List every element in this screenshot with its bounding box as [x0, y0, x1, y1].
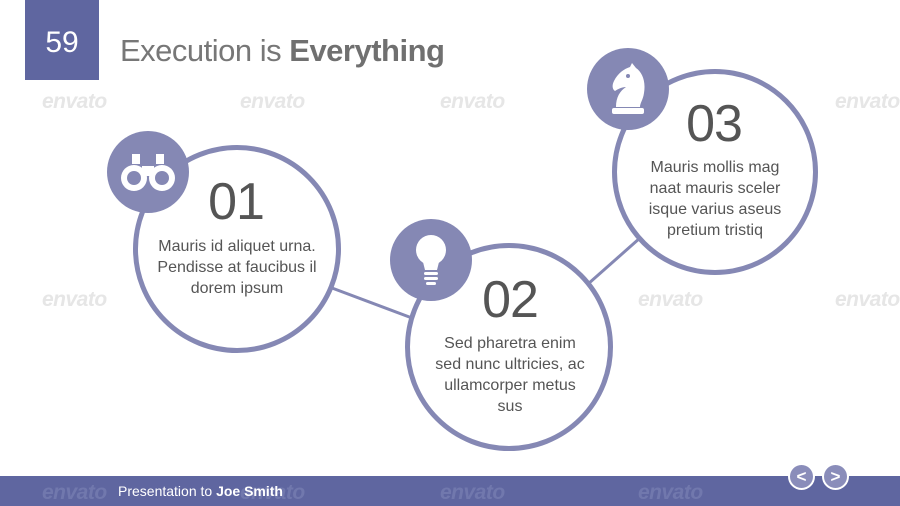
- watermark: envato: [440, 90, 505, 113]
- watermark: envato: [240, 90, 305, 113]
- watermark: envato: [42, 481, 107, 504]
- watermark: envato: [42, 288, 107, 311]
- step-text: Sed pharetra enim sed nunc ultricies, ac…: [435, 335, 585, 415]
- slide-title: Execution is Everything: [120, 33, 445, 69]
- watermark: envato: [638, 481, 703, 504]
- binoculars-icon: [121, 154, 175, 191]
- step-number: 03: [686, 95, 743, 153]
- credit-prefix: Presentation to: [118, 483, 217, 499]
- title-bold: Everything: [289, 33, 445, 68]
- step-text: Mauris id aliquet urna. Pendisse at fauc…: [157, 238, 317, 297]
- watermark: envato: [42, 90, 107, 113]
- step-text: Mauris mollis mag naat mauris sceler isq…: [648, 159, 782, 239]
- chess-knight-icon: [612, 63, 645, 114]
- watermark: envato: [440, 481, 505, 504]
- watermark: envato: [835, 288, 900, 311]
- step-badge: [107, 131, 189, 213]
- slide-number: 59: [25, 0, 99, 80]
- next-slide-button[interactable]: >: [822, 463, 849, 490]
- watermark: envato: [638, 288, 703, 311]
- credit-name: Joe Smith: [216, 483, 283, 499]
- lightbulb-icon: [416, 235, 446, 285]
- title-light: Execution is: [120, 33, 290, 68]
- step-number: 02: [482, 271, 539, 329]
- step-number: 01: [208, 173, 265, 231]
- presentation-credit: Presentation to Joe Smith: [118, 483, 283, 499]
- prev-slide-button[interactable]: <: [788, 463, 815, 490]
- watermark: envato: [240, 481, 305, 504]
- connector-2-3: [587, 236, 641, 286]
- step-badge: [390, 219, 472, 301]
- watermark: envato: [835, 90, 900, 113]
- footer-bar: envato envato envato envato Presentation…: [0, 476, 900, 506]
- connector-1-2: [331, 286, 413, 320]
- step-badge: [587, 48, 669, 130]
